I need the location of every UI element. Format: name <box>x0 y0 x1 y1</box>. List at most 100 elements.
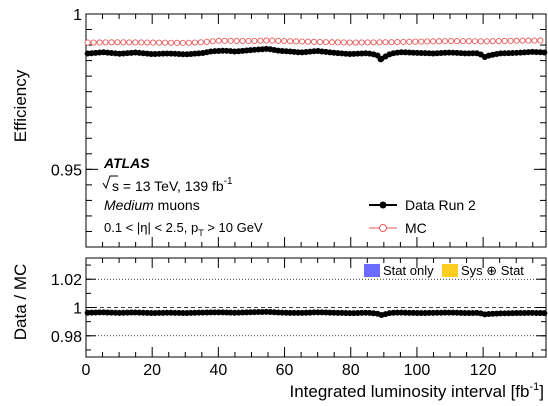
main-y-tick-label: 1 <box>73 7 82 24</box>
legend-mc-label: MC <box>405 220 427 236</box>
energy-text: s = 13 TeV, 139 fb-1 <box>112 176 233 194</box>
mc-point <box>144 39 151 46</box>
data-run2-series <box>84 45 548 63</box>
x-axis-label-end: ] <box>539 382 544 401</box>
mc-point <box>382 39 389 46</box>
mc-point <box>239 37 246 44</box>
mc-point <box>340 39 347 46</box>
mc-point <box>179 39 187 46</box>
legend-data-run2: Data Run 2 <box>369 197 476 213</box>
mc-point <box>346 39 353 46</box>
ratio-legend: Stat only Sys ⊕ Stat <box>364 263 524 278</box>
data-point-outlier <box>377 56 384 63</box>
mc-point <box>132 39 139 46</box>
stat-only-swatch <box>364 264 380 277</box>
mc-point <box>299 38 306 45</box>
mc-point <box>138 39 145 46</box>
x-tick-label: 80 <box>342 362 360 379</box>
cuts-rest: > 10 GeV <box>204 220 263 235</box>
mc-point <box>245 37 252 45</box>
mc-point <box>114 39 121 46</box>
mc-point <box>108 39 115 46</box>
selection-annotation: Medium muons <box>104 197 200 213</box>
mc-point <box>513 37 520 44</box>
mc-point <box>227 37 234 44</box>
cuts-sub: T <box>198 228 204 238</box>
cuts-annotation: 0.1 < |η| < 2.5, pT > 10 GeV <box>104 220 263 238</box>
mc-point <box>316 38 324 46</box>
mc-point <box>424 38 431 45</box>
x-tick-label: 20 <box>143 362 161 379</box>
mc-point <box>305 38 312 45</box>
mc-point <box>150 39 157 46</box>
mc-point <box>370 39 377 46</box>
sqrt-symbol <box>102 175 118 190</box>
mc-point <box>418 38 425 45</box>
mc-point <box>96 39 103 46</box>
legend-mc: MC <box>369 220 427 236</box>
mc-point <box>376 39 383 46</box>
legend-data-marker <box>379 201 387 209</box>
mc-point <box>221 37 228 44</box>
mc-point <box>191 39 198 46</box>
mc-point <box>436 38 443 45</box>
mc-point <box>453 38 461 45</box>
mc-point <box>203 38 210 45</box>
mc-point <box>477 38 484 45</box>
mc-point <box>156 39 163 46</box>
mc-point <box>162 39 169 46</box>
main-y-tick-label: 0.95 <box>51 162 82 179</box>
selection-italic: Medium <box>104 197 154 213</box>
legend-data-label: Data Run 2 <box>405 197 476 213</box>
x-tick-label: 0 <box>82 362 91 379</box>
ratio-grid-lines <box>86 278 546 337</box>
mc-point <box>251 37 258 44</box>
mc-point <box>90 39 97 46</box>
ratio-y-tick-label: 1 <box>73 301 82 318</box>
mc-point <box>465 38 472 45</box>
x-axis-label-sup: -1 <box>529 381 539 393</box>
x-tick-label: 60 <box>276 362 294 379</box>
mc-point <box>400 38 407 45</box>
mc-point <box>507 37 514 44</box>
ratio-point <box>541 310 548 317</box>
mc-point <box>257 37 264 44</box>
mc-point <box>197 39 204 46</box>
mc-series <box>84 37 544 46</box>
atlas-label: ATLAS <box>103 155 150 171</box>
cuts-main: 0.1 < |η| < 2.5, p <box>104 220 198 235</box>
mc-point <box>185 39 192 46</box>
mc-point <box>293 38 300 45</box>
sys-stat-label: Sys ⊕ Stat <box>461 263 524 278</box>
mc-point <box>233 37 240 44</box>
mc-point <box>287 38 294 45</box>
mc-point <box>263 37 270 44</box>
main-plot-frame <box>85 13 547 248</box>
mc-point <box>334 39 341 46</box>
mc-point <box>495 37 502 45</box>
mc-point <box>352 39 359 46</box>
mc-point <box>120 39 127 46</box>
mc-point <box>281 37 288 45</box>
mc-point <box>322 39 329 46</box>
mc-point <box>459 38 466 45</box>
mc-point <box>483 38 490 45</box>
sys-stat-swatch <box>442 264 458 277</box>
mc-point <box>531 37 538 44</box>
x-tick-label: 40 <box>209 362 227 379</box>
energy-text-sup: -1 <box>224 176 233 187</box>
x-tick-label: 100 <box>404 362 431 379</box>
mc-point <box>525 37 532 44</box>
main-y-axis-label: Efficiency <box>11 69 30 142</box>
main-legend: Data Run 2 MC <box>369 197 476 236</box>
data-point <box>541 49 548 56</box>
mc-point <box>102 39 109 46</box>
mc-point <box>358 39 365 46</box>
ratio-y-tick-label: 0.98 <box>51 329 82 346</box>
mc-point <box>84 39 91 46</box>
mc-point <box>269 37 276 44</box>
ratio-series <box>84 308 548 319</box>
legend-stat-only: Stat only <box>364 263 434 278</box>
mc-point <box>328 39 335 46</box>
mc-point <box>215 37 222 44</box>
